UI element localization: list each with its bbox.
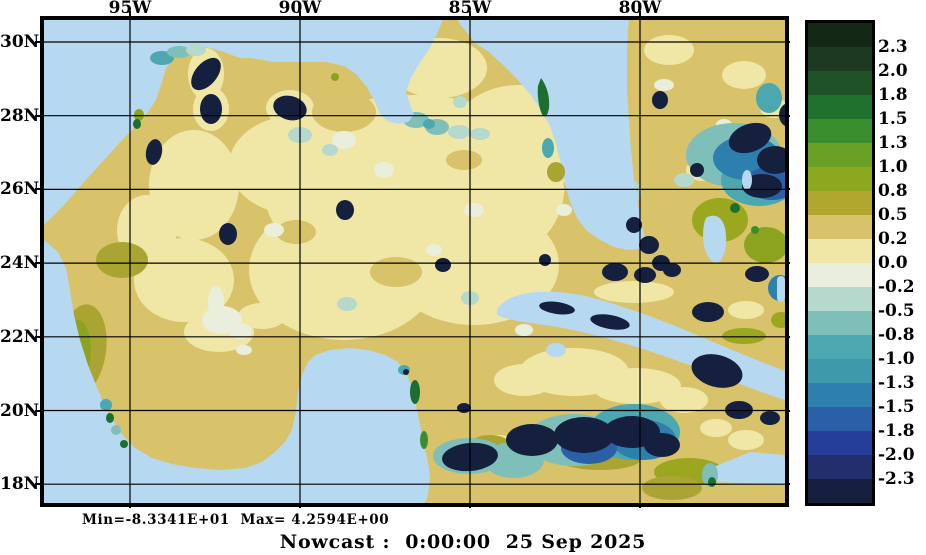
latitude-tick-label: 24N xyxy=(0,253,40,274)
land-islet-b xyxy=(777,276,785,302)
latitude-tick-label: 28N xyxy=(0,105,40,126)
colorbar-tick-label: -2.3 xyxy=(878,469,915,489)
axis-tick xyxy=(785,41,790,43)
colorbar-block xyxy=(808,335,872,359)
land-bank-strip xyxy=(703,215,727,264)
colorbar-block xyxy=(808,23,872,47)
axis-tick xyxy=(469,11,471,16)
colorbar-tick-label: 0.0 xyxy=(878,253,908,273)
axis-tick xyxy=(299,503,301,508)
axis-tick xyxy=(469,503,471,508)
colorbar-block xyxy=(808,215,872,239)
field-offwhite xyxy=(202,79,732,355)
colorbar-tick-label: -0.2 xyxy=(878,277,915,297)
colorbar xyxy=(805,20,875,506)
colorbar-block xyxy=(808,119,872,143)
minmax-stats: Min=-8.3341E+01 Max= 4.2594E+00 xyxy=(82,512,390,528)
colorbar-block xyxy=(808,47,872,71)
axis-tick xyxy=(785,409,790,412)
colorbar-tick-label: 0.8 xyxy=(878,181,908,201)
longitude-tick-label: 95W xyxy=(108,0,152,18)
latitude-tick-label: 20N xyxy=(0,400,40,421)
colorbar-tick-label: -2.0 xyxy=(878,445,915,465)
colorbar-block xyxy=(808,167,872,191)
axis-tick xyxy=(785,188,790,191)
graticule xyxy=(44,20,785,503)
axis-tick xyxy=(35,335,40,338)
axis-tick xyxy=(299,11,301,16)
colorbar-block xyxy=(808,287,872,311)
land-islet-a xyxy=(742,170,752,190)
colorbar-block xyxy=(808,383,872,407)
colorbar-block xyxy=(808,143,872,167)
colorbar-tick-label: 1.3 xyxy=(878,133,908,153)
land-jamaica xyxy=(706,452,785,485)
land-mexico-yucatan xyxy=(44,240,430,503)
axis-tick xyxy=(785,114,790,117)
colorbar-tick-label: -1.5 xyxy=(878,397,915,417)
colorbar-tick-label: 1.8 xyxy=(878,85,908,105)
colorbar-block xyxy=(808,239,872,263)
colorbar-tick-label: 0.5 xyxy=(878,205,908,225)
colorbar-block xyxy=(808,311,872,335)
axis-tick xyxy=(35,262,40,265)
colorbar-block xyxy=(808,455,872,479)
colorbar-block xyxy=(808,407,872,431)
axis-tick xyxy=(129,11,131,16)
colorbar-tick-label: -1.0 xyxy=(878,349,915,369)
colorbar-block xyxy=(808,191,872,215)
colorbar-block xyxy=(808,479,872,503)
land-north-gulf-florida xyxy=(44,20,647,250)
colorbar-tick-label: -0.5 xyxy=(878,301,915,321)
longitude-tick-label: 85W xyxy=(448,0,492,18)
colorbar-block xyxy=(808,431,872,455)
latitude-tick-label: 26N xyxy=(0,179,40,200)
latitude-tick-label: 18N xyxy=(0,474,40,495)
map-plot-frame xyxy=(40,16,789,507)
colorbar-block xyxy=(808,359,872,383)
axis-tick xyxy=(35,114,40,117)
colorbar-tick-label: 2.3 xyxy=(878,37,908,57)
axis-tick xyxy=(785,335,790,338)
caption: Nowcast : 0:00:00 25 Sep 2025 xyxy=(279,531,647,553)
latitude-tick-label: 30N xyxy=(0,32,40,52)
colorbar-block xyxy=(808,95,872,119)
axis-tick xyxy=(35,188,40,191)
axis-tick xyxy=(35,483,40,486)
axis-tick xyxy=(785,483,790,486)
colorbar-tick-label: 2.0 xyxy=(878,61,908,81)
axis-tick xyxy=(129,503,131,508)
map-plot xyxy=(44,20,785,503)
colorbar-tick-label: 1.0 xyxy=(878,157,908,177)
colorbar-block xyxy=(808,263,872,287)
colorbar-tick-label: -0.8 xyxy=(878,325,915,345)
colorbar-tick-label: -1.3 xyxy=(878,373,915,393)
latitude-tick-label: 22N xyxy=(0,326,40,347)
axis-tick xyxy=(639,11,641,16)
colorbar-tick-label: -1.8 xyxy=(878,421,915,441)
colorbar-block xyxy=(808,71,872,95)
coastal-accents xyxy=(100,44,780,487)
longitude-tick-label: 90W xyxy=(278,0,322,18)
field-navy-cores xyxy=(145,57,785,472)
colorbar-tick-label: 0.2 xyxy=(878,229,908,249)
colorbar-tick-label: 1.5 xyxy=(878,109,908,129)
longitude-tick-label: 80W xyxy=(618,0,662,18)
land-isle-of-youth xyxy=(546,343,566,357)
axis-tick xyxy=(639,503,641,508)
axis-tick xyxy=(35,41,40,43)
axis-tick xyxy=(785,262,790,265)
axis-tick xyxy=(35,409,40,412)
